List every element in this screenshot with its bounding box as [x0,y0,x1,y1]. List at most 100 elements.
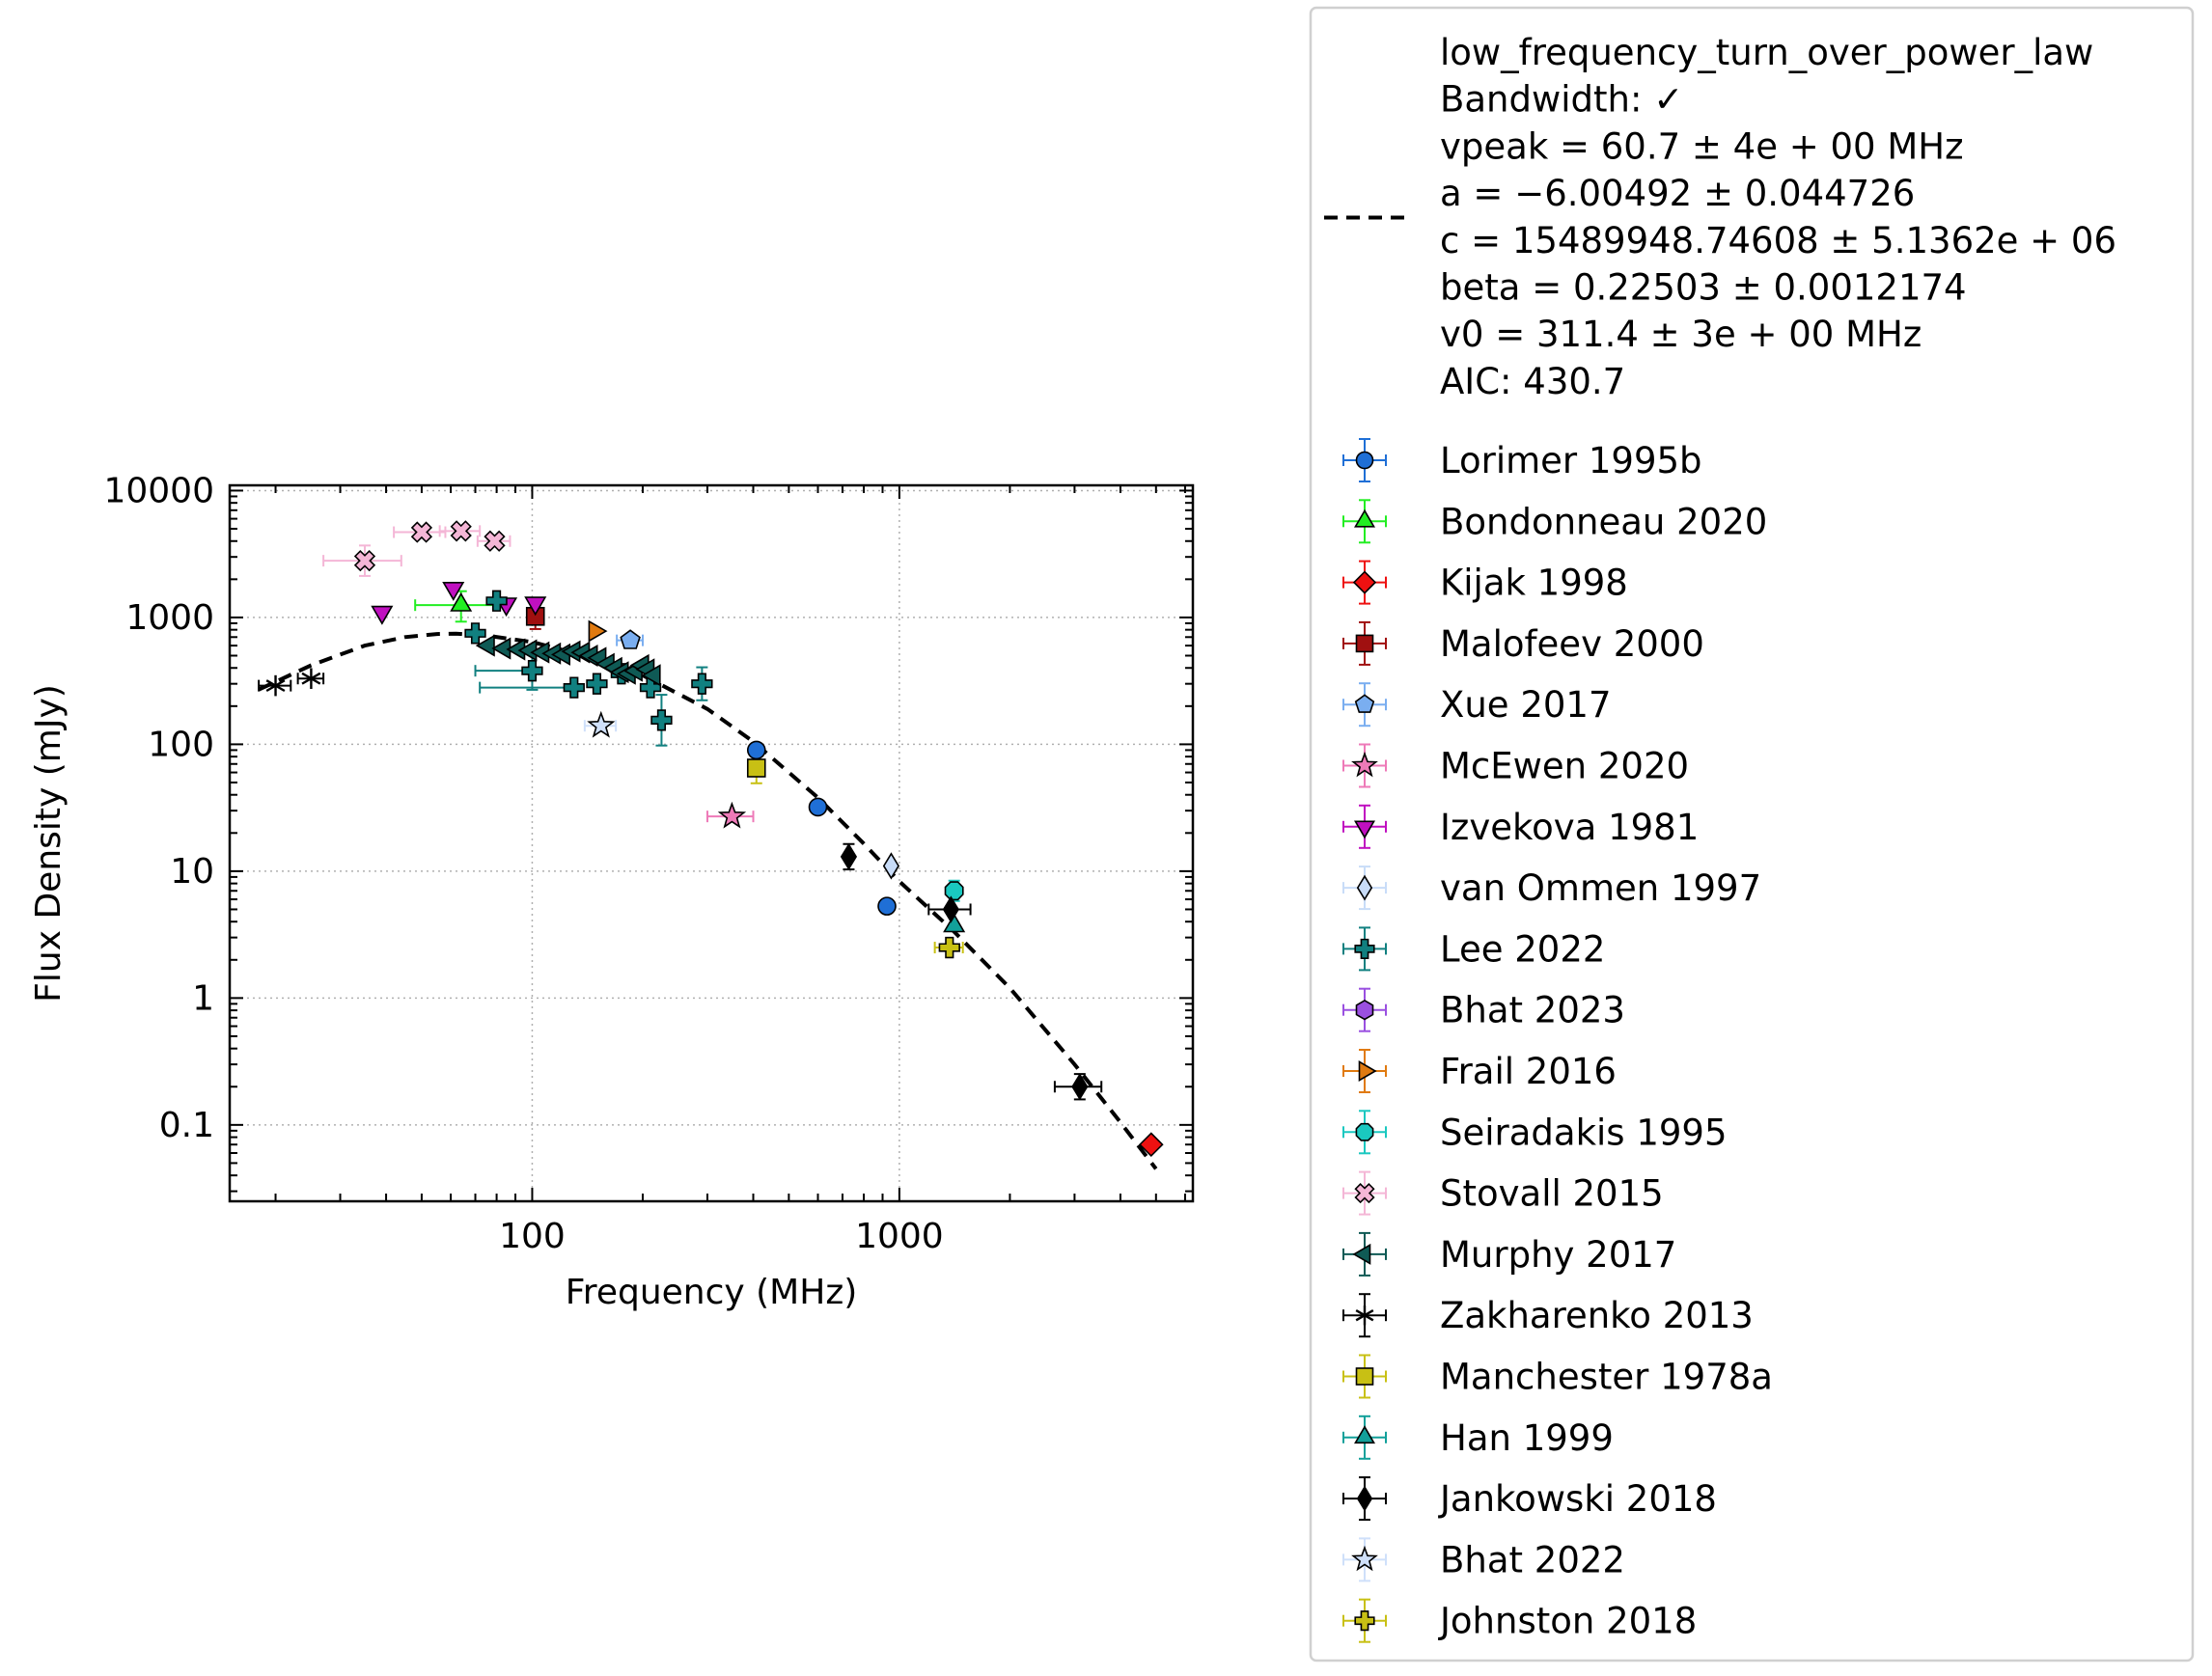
data-point [639,676,662,699]
legend-marker [1355,634,1374,653]
data-point [882,852,900,880]
marker-shape [1356,874,1373,901]
data-point [1071,1073,1089,1101]
legend-marker [1354,1425,1375,1444]
legend-entry-label: Manchester 1978a [1440,1357,1773,1398]
data-point [301,668,321,690]
data-point [475,634,495,657]
legend-entry-label: Kijak 1998 [1440,563,1628,604]
data-point [371,605,394,625]
data-point [484,530,506,552]
plot-frame [228,483,1195,1203]
data-point [524,596,547,617]
legend-entry-label: Zakharenko 2013 [1440,1295,1754,1336]
legend-entry-label: Xue 2017 [1440,684,1611,726]
plot-grid [230,485,1193,1201]
legend-marker [1356,874,1373,901]
y-axis-label: Flux Density (mJy) [29,684,69,1003]
data-point [1138,1132,1164,1158]
marker-shape [1354,1610,1375,1632]
marker-shape [588,619,608,643]
y-tick-label: 0.1 [159,1106,214,1145]
legend-marker [1358,1060,1377,1082]
data-point [746,758,766,778]
x-tick-label: 100 [499,1217,566,1256]
data-point [717,801,747,829]
data-point [620,629,641,649]
marker-shape [371,605,394,625]
marker-shape [650,709,673,731]
marker-shape [1354,508,1375,528]
marker-shape [840,842,858,871]
legend-fit-line: low_frequency_turn_over_power_law [1440,32,2093,73]
data-point [521,660,543,682]
legend-fit-line: AIC: 430.7 [1440,361,1625,402]
legend-marker [1352,570,1377,594]
legend-marker [1351,751,1378,778]
marker-shape [1354,938,1375,959]
legend-fit-line: Bandwidth: ✓ [1440,79,1683,121]
data-point [587,710,616,738]
legend-marker [1355,451,1374,470]
data-point [650,709,673,731]
legend-marker [1354,938,1375,959]
marker-shape [1354,1183,1375,1204]
marker-shape [1351,1545,1378,1572]
legend-box [1309,6,2195,1662]
legend-entry-label: Bhat 2023 [1440,990,1625,1031]
legend-entry-label: Lee 2022 [1440,928,1605,970]
legend-entry-label: Bondonneau 2020 [1440,501,1767,542]
data-point [442,581,465,601]
data-point [840,842,858,871]
data-points [265,520,1164,1158]
data-point [943,913,966,933]
marker-shape [475,634,495,657]
y-tick-label: 1000 [125,598,214,638]
marker-shape [587,710,616,738]
marker-shape [746,740,766,760]
marker-shape [808,797,828,817]
data-point [808,797,828,817]
marker-shape [1352,570,1377,594]
legend-marker [1352,1243,1371,1265]
marker-shape [717,801,747,829]
legend-marker [1355,1305,1374,1326]
legend-marker [1356,1485,1373,1512]
marker-shape [1351,751,1378,778]
marker-shape [1358,1060,1377,1082]
marker-shape [484,530,506,552]
data-point [464,622,486,645]
legend-marker [1354,1610,1375,1632]
plot-axes: 100 1000 0.1 1 10 100 1000 10000 [103,471,1195,1256]
y-tick-label: 1 [192,978,214,1018]
marker-stroke [265,679,286,693]
marker-stroke [1355,1309,1374,1322]
marker-shape [1354,820,1375,839]
marker-shape [882,852,900,880]
legend-marker [1355,1367,1374,1386]
data-point [586,673,608,695]
marker-shape [1354,694,1375,713]
legend-entry-label: McEwen 2020 [1440,746,1689,787]
marker-shape [1355,1367,1374,1386]
data-point [410,521,433,543]
fit-curve-group [258,631,1158,1170]
data-point [265,674,286,697]
marker-shape [491,637,512,660]
legend-fit-line: vpeak = 60.7 ± 4e + 00 MHz [1440,125,1964,167]
marker-shape [639,676,662,699]
legend-fit-line: a = −6.00492 ± 0.044726 [1440,173,1915,214]
marker-shape [944,881,964,901]
marker-shape [943,913,966,933]
marker-shape [485,590,508,612]
marker-shape [410,521,433,543]
data-point [588,619,608,643]
legend-entry-label: Johnston 2018 [1438,1601,1697,1642]
data-point [353,550,376,572]
y-tick-label: 10000 [103,471,214,510]
marker-shape [450,591,473,612]
data-point [641,664,661,687]
marker-shape [524,596,547,617]
legend-marker [1354,508,1375,528]
marker-shape [1352,1243,1371,1265]
